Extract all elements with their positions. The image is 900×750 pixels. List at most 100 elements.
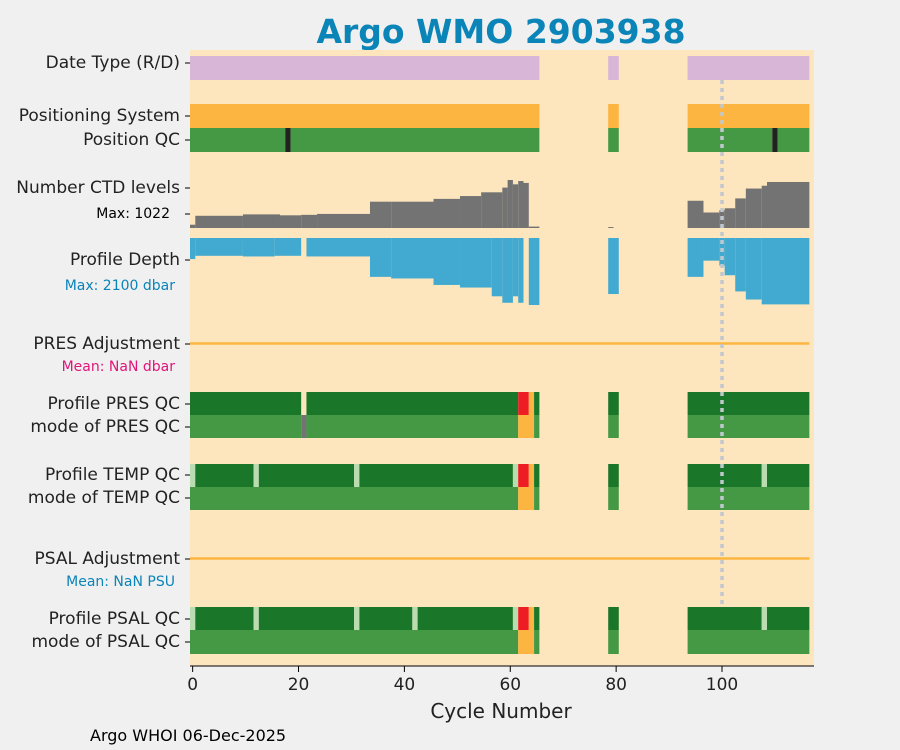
profile-psal-qc-segment	[518, 607, 529, 630]
ctd-levels-bar	[528, 226, 540, 228]
row-label-psal-adjustment: PSAL Adjustment	[35, 549, 181, 569]
profile-temp-qc-segment	[528, 464, 535, 487]
x-axis-label: Cycle Number	[430, 699, 572, 723]
x-tick-label: 60	[499, 675, 521, 695]
x-tick-label: 80	[605, 675, 627, 695]
profile-psal-qc-segment	[359, 607, 413, 630]
mode-temp-qc-segment	[608, 487, 619, 510]
ctd-levels-bar	[481, 192, 503, 228]
position-qc-segment	[777, 128, 810, 152]
profile-psal-qc-segment	[412, 607, 418, 630]
profile-psal-qc-segment	[534, 607, 540, 630]
ctd-levels-bar	[687, 200, 704, 228]
mode-temp-qc-segment	[190, 487, 519, 510]
mode-temp-qc-segment	[518, 487, 535, 510]
profile-psal-qc-segment	[608, 607, 619, 630]
mode-psal-qc-segment	[687, 630, 810, 654]
mode-temp-qc-segment	[687, 487, 810, 510]
ctd-levels-bar	[608, 227, 614, 228]
mode-pres-qc-segment	[190, 415, 302, 438]
ctd-levels-bar	[317, 213, 370, 228]
ctd-levels-bar	[391, 201, 434, 228]
row-label-profile-depth: Profile Depth	[70, 250, 180, 270]
row-label-mode-pres-qc: mode of PRES QC	[30, 417, 180, 437]
profile-depth-bar	[528, 238, 540, 306]
mode-pres-qc-segment	[608, 415, 619, 438]
profile-temp-qc-segment	[512, 464, 519, 487]
profile-depth-bar	[724, 238, 736, 276]
row-label-profile-psal-qc: Profile PSAL QC	[49, 609, 180, 629]
profile-depth-bar	[761, 238, 810, 305]
ctd-levels-bar	[745, 188, 762, 228]
profile-depth-bar	[491, 238, 503, 297]
mode-psal-qc-segment	[534, 630, 540, 654]
profile-depth-bar	[274, 238, 302, 256]
profile-depth-bar	[512, 238, 519, 297]
pres-mean-annotation: Mean: NaN dbar	[62, 359, 176, 375]
ctd-levels-bar	[369, 201, 392, 228]
profile-depth-bar	[195, 238, 243, 256]
profile-temp-qc-segment	[767, 464, 810, 487]
ctd-max-annotation: Max: 1022	[96, 206, 170, 222]
position-qc-segment	[285, 128, 291, 152]
depth-max-annotation: Max: 2100 dbar	[65, 278, 176, 294]
ctd-levels-bar	[512, 184, 519, 228]
ctd-levels-bar	[703, 212, 720, 228]
row-label-mode-temp-qc: mode of TEMP QC	[28, 488, 180, 508]
profile-psal-qc-segment	[528, 607, 535, 630]
profile-depth-bar	[433, 238, 460, 285]
profile-depth-bar	[242, 238, 275, 257]
mode-pres-qc-segment	[301, 415, 307, 438]
mode-temp-qc-segment	[534, 487, 540, 510]
row-label-date-type: Date Type (R/D)	[46, 53, 180, 73]
profile-psal-qc-segment	[767, 607, 810, 630]
row-label-profile-temp-qc: Profile TEMP QC	[45, 465, 180, 485]
chart-title: Argo WMO 2903938	[316, 12, 686, 51]
date-type-segment	[687, 56, 810, 80]
profile-temp-qc-segment	[761, 464, 768, 487]
date-type-segment	[190, 56, 540, 80]
row-label-positioning: Positioning System	[19, 106, 180, 126]
profile-depth-bar	[735, 238, 746, 292]
profile-pres-qc-segment	[528, 392, 535, 415]
profile-pres-qc-segment	[190, 392, 302, 415]
x-tick-label: 0	[187, 675, 198, 695]
position-qc-segment	[290, 128, 540, 152]
profile-temp-qc-segment	[534, 464, 540, 487]
ctd-levels-bar	[518, 181, 524, 228]
position-qc-segment	[687, 128, 773, 152]
positioning-segment	[190, 104, 540, 128]
position-qc-segment	[772, 128, 778, 152]
position-qc-segment	[190, 128, 286, 152]
ctd-levels-bar	[767, 181, 810, 228]
ctd-levels-bar	[242, 214, 280, 228]
x-tick-label: 100	[706, 675, 738, 695]
ctd-levels-bar	[761, 185, 768, 228]
ctd-levels-bar	[724, 208, 736, 228]
profile-depth-bar	[190, 238, 196, 260]
profile-depth-bar	[391, 238, 434, 279]
profile-temp-qc-segment	[359, 464, 513, 487]
row-label-mode-psal-qc: mode of PSAL QC	[31, 632, 180, 652]
mode-pres-qc-segment	[687, 415, 810, 438]
positioning-segment	[687, 104, 810, 128]
row-label-position-qc: Position QC	[83, 130, 180, 150]
profile-depth-bar	[518, 238, 524, 303]
footer-credit: Argo WHOI 06-Dec-2025	[90, 726, 287, 745]
x-tick-label: 40	[394, 675, 416, 695]
row-label-pres-adjustment: PRES Adjustment	[33, 334, 180, 354]
profile-psal-qc-segment	[354, 607, 360, 630]
mode-pres-qc-segment	[534, 415, 540, 438]
profile-psal-qc-segment	[761, 607, 768, 630]
profile-pres-qc-segment	[306, 392, 519, 415]
profile-temp-qc-segment	[608, 464, 619, 487]
profile-depth-bar	[459, 238, 492, 288]
ctd-levels-bar	[459, 196, 482, 228]
mode-psal-qc-segment	[608, 630, 619, 654]
ctd-levels-bar	[735, 198, 746, 228]
profile-psal-qc-segment	[417, 607, 513, 630]
profile-depth-bar	[502, 238, 513, 303]
profile-temp-qc-segment	[687, 464, 762, 487]
profile-depth-bar	[369, 238, 392, 277]
profile-temp-qc-segment	[190, 464, 196, 487]
